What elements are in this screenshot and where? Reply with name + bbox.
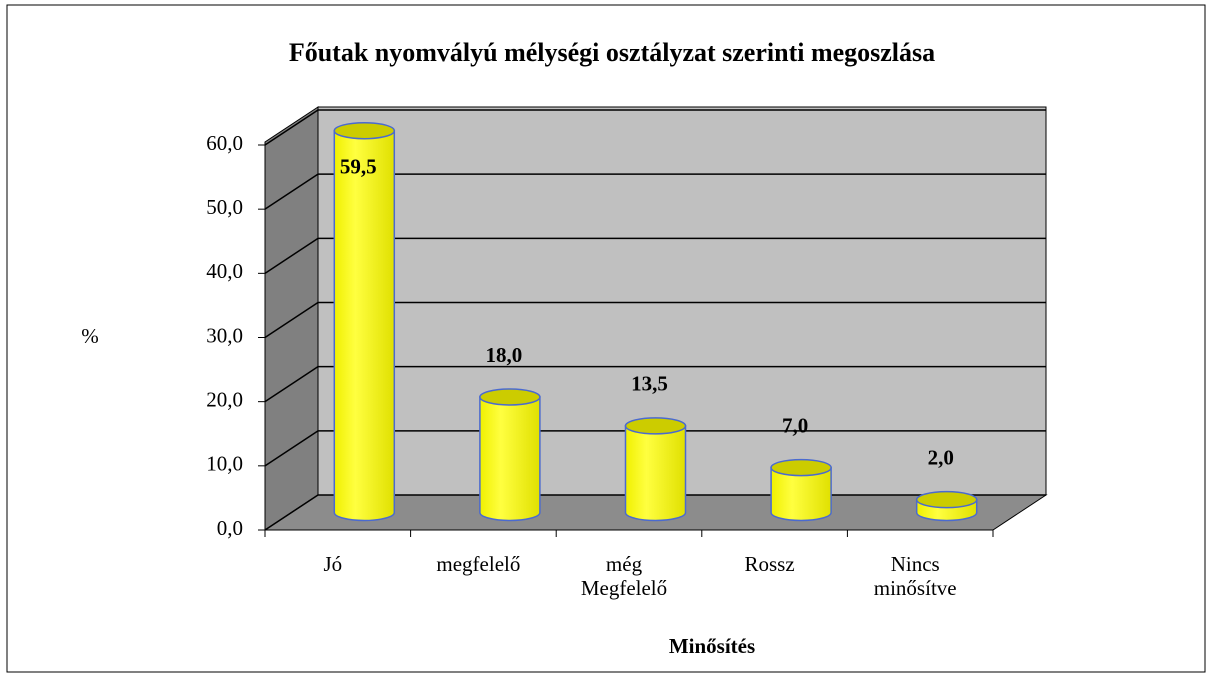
y-tick-label: 60,0 bbox=[206, 131, 243, 155]
bar bbox=[479, 396, 541, 522]
bar-top bbox=[333, 121, 396, 140]
value-label: 13,5 bbox=[631, 372, 668, 396]
bar-top bbox=[624, 417, 687, 435]
grid-line bbox=[264, 173, 1046, 210]
grid-line bbox=[264, 365, 1046, 403]
grid-line bbox=[264, 430, 1046, 467]
y-axis-title: % bbox=[81, 324, 99, 348]
y-tick-label: 30,0 bbox=[206, 323, 243, 347]
grid-line bbox=[264, 301, 1046, 339]
y-tick-label: 10,0 bbox=[206, 452, 243, 476]
bar bbox=[624, 425, 687, 522]
x-tick-label: megfelelő bbox=[436, 552, 521, 576]
y-tick-label: 50,0 bbox=[206, 195, 243, 219]
grid-line bbox=[264, 237, 1046, 274]
bar-top bbox=[915, 490, 978, 509]
bar-top bbox=[770, 458, 832, 477]
value-label: 7,0 bbox=[782, 413, 808, 437]
y-tick-label: 20,0 bbox=[206, 387, 243, 411]
value-label: 2,0 bbox=[928, 445, 954, 469]
x-tick-label: még Megfelelő bbox=[580, 552, 668, 600]
y-tick-label: 0,0 bbox=[217, 516, 243, 540]
x-tick-label: Rossz bbox=[744, 552, 795, 576]
grid-line bbox=[264, 109, 1046, 146]
bar bbox=[770, 466, 832, 522]
bar bbox=[333, 129, 396, 522]
chart-title: Főutak nyomvályú mélységi osztályzat sze… bbox=[289, 38, 935, 67]
x-axis-title: Minősítés bbox=[669, 634, 755, 658]
x-tick-label: Jó bbox=[323, 552, 343, 576]
y-tick-label: 40,0 bbox=[206, 259, 243, 283]
value-label: 18,0 bbox=[486, 343, 523, 367]
left-wall bbox=[264, 106, 319, 531]
value-label: 59,5 bbox=[340, 155, 377, 179]
x-tick-label: Nincs minősítve bbox=[873, 552, 957, 600]
bar-top bbox=[479, 388, 541, 406]
